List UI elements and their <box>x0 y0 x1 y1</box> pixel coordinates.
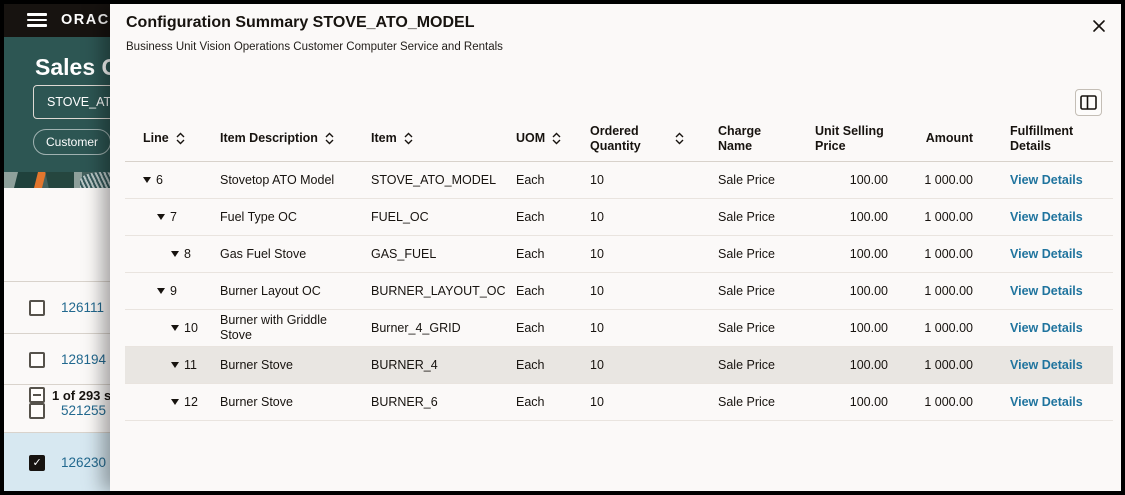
sort-icon[interactable] <box>176 131 185 146</box>
search-value: STOVE_ATO <box>47 95 121 109</box>
sort-icon[interactable] <box>675 131 684 146</box>
table-row[interactable]: 12 Burner Stove BURNER_6 Each 10 Sale Pr… <box>125 384 1113 421</box>
col-header-fulfillment-details: Fulfillment Details <box>1010 123 1074 153</box>
row-checkbox[interactable] <box>29 299 45 316</box>
col-header-amount: Amount <box>925 131 973 145</box>
expand-row-icon[interactable] <box>171 325 179 331</box>
table-row[interactable]: 6 Stovetop ATO Model STOVE_ATO_MODEL Eac… <box>125 162 1113 199</box>
col-header-charge-name: Charge Name <box>718 123 762 153</box>
col-header-unit-selling-price: Unit Selling Price <box>815 123 884 153</box>
expand-row-icon[interactable] <box>157 288 165 294</box>
sort-icon[interactable] <box>325 131 334 146</box>
col-header-item-description[interactable]: Item Description <box>220 131 371 146</box>
filter-chip-customer[interactable]: Customer <box>33 129 112 155</box>
row-checkbox[interactable] <box>29 402 45 419</box>
view-details-link[interactable]: View Details <box>1010 283 1083 298</box>
table-row[interactable]: 8 Gas Fuel Stove GAS_FUEL Each 10 Sale P… <box>125 236 1113 273</box>
order-row[interactable]: 521255 <box>4 385 116 436</box>
view-details-link[interactable]: View Details <box>1010 209 1083 224</box>
order-row-selected[interactable]: 126230 <box>4 433 116 491</box>
view-details-link[interactable]: View Details <box>1010 394 1083 409</box>
sort-icon[interactable] <box>404 131 413 146</box>
selection-summary: 1 of 293 se <box>52 387 119 403</box>
expand-row-icon[interactable] <box>171 362 179 368</box>
configuration-summary-drawer: Configuration Summary STOVE_ATO_MODEL Bu… <box>110 4 1121 491</box>
view-details-link[interactable]: View Details <box>1010 320 1083 335</box>
order-number-link[interactable]: 126111 <box>61 300 105 315</box>
sort-icon[interactable] <box>552 131 561 146</box>
view-details-link[interactable]: View Details <box>1010 172 1083 187</box>
select-all-checkbox[interactable] <box>29 387 45 403</box>
col-header-line[interactable]: Line <box>125 131 220 146</box>
order-row[interactable]: 128194 <box>4 334 116 385</box>
order-number-link[interactable]: 126230 <box>61 455 107 470</box>
close-icon[interactable] <box>1090 17 1108 35</box>
expand-row-icon[interactable] <box>171 251 179 257</box>
row-checkbox-checked[interactable] <box>29 454 45 471</box>
expand-row-icon[interactable] <box>171 399 179 405</box>
split-panel-icon <box>1080 95 1097 110</box>
order-number-link[interactable]: 128194 <box>61 352 107 367</box>
table-row[interactable]: 7 Fuel Type OC FUEL_OC Each 10 Sale Pric… <box>125 199 1113 236</box>
col-header-item[interactable]: Item <box>371 131 516 146</box>
view-details-link[interactable]: View Details <box>1010 357 1083 372</box>
row-checkbox[interactable] <box>29 351 45 368</box>
table-row-highlighted[interactable]: 11 Burner Stove BURNER_4 Each 10 Sale Pr… <box>125 347 1113 384</box>
drawer-title: Configuration Summary STOVE_ATO_MODEL <box>126 14 475 31</box>
order-number-link[interactable]: 521255 <box>61 403 107 418</box>
expand-row-icon[interactable] <box>157 214 165 220</box>
view-details-link[interactable]: View Details <box>1010 246 1083 261</box>
order-row[interactable]: 126111 <box>4 282 116 333</box>
table-header-row: Line Item Description Item UOM Ordered Q… <box>125 116 1113 162</box>
expand-row-icon[interactable] <box>143 177 151 183</box>
configuration-items-table: Line Item Description Item UOM Ordered Q… <box>125 116 1113 421</box>
col-header-uom[interactable]: UOM <box>516 131 590 146</box>
drawer-subtitle: Business Unit Vision Operations Customer… <box>126 41 503 53</box>
col-header-ordered-quantity[interactable]: Ordered Quantity <box>590 124 718 154</box>
hamburger-menu-icon[interactable] <box>27 13 47 28</box>
orders-list-panel: 1 of 293 se Order 126111 128194 521255 1… <box>4 188 119 491</box>
table-row[interactable]: 9 Burner Layout OC BURNER_LAYOUT_OC Each… <box>125 273 1113 310</box>
table-row[interactable]: 10 Burner with Griddle Stove Burner_4_GR… <box>125 310 1113 347</box>
split-view-toggle-button[interactable] <box>1075 89 1102 116</box>
